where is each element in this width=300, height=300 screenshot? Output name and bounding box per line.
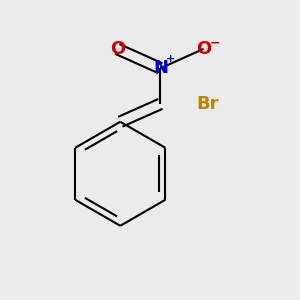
Text: −: − [210,37,220,50]
Text: +: + [166,54,176,64]
Text: N: N [153,59,168,77]
Text: O: O [196,40,211,58]
Text: Br: Br [196,95,219,113]
Text: O: O [110,40,125,58]
